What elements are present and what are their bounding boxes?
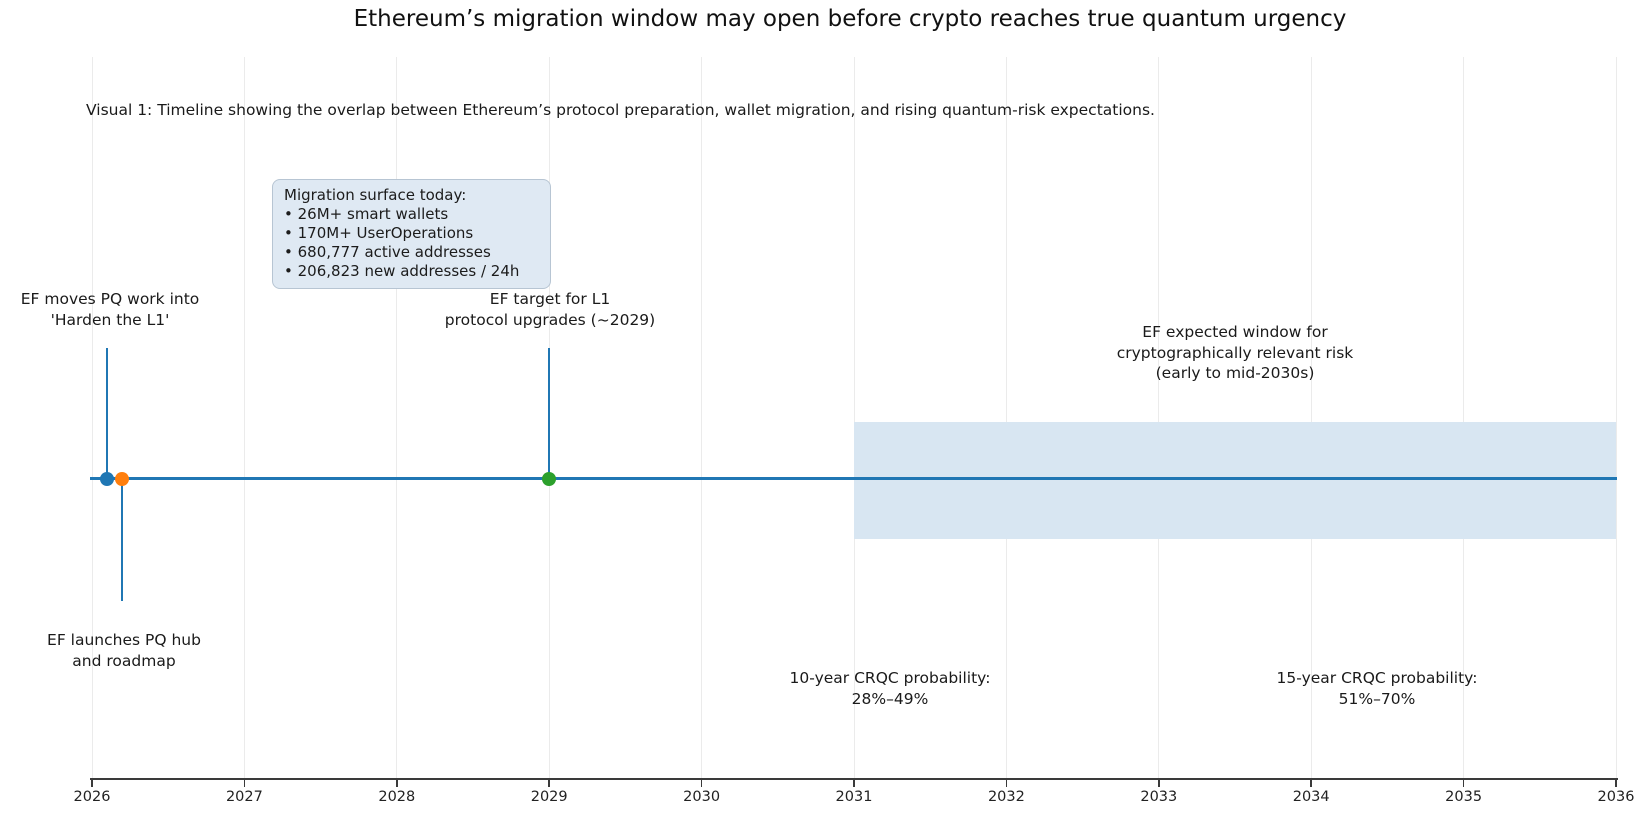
year-gridline: [1310, 57, 1312, 779]
x-tick-label: 2032: [987, 789, 1025, 805]
bullet-icon: •: [284, 262, 293, 280]
x-tick-label: 2030: [683, 789, 721, 805]
event-label-line: EF launches PQ hub: [47, 631, 201, 649]
crqc-10yr-label: 10-year CRQC probability: 28%–49%: [790, 668, 991, 709]
x-tick-label: 2026: [73, 789, 111, 805]
year-gridline: [1615, 57, 1617, 779]
year-gridline: [1158, 57, 1160, 779]
event-stem-harden-l1: [105, 348, 109, 478]
year-gridline: [396, 57, 398, 779]
infobox-item: • 26M+ smart wallets: [284, 205, 540, 224]
event-marker-l1-target: [542, 471, 556, 486]
x-axis-tick: [1005, 780, 1008, 787]
bullet-icon: •: [284, 224, 293, 242]
event-stem-l1-target: [547, 348, 551, 478]
x-axis-spine: [90, 778, 1618, 780]
year-gridline: [853, 57, 855, 779]
event-marker-pq-hub: [115, 471, 129, 486]
x-axis-tick: [548, 780, 550, 787]
event-label-pq-hub: EF launches PQ hub and roadmap: [47, 630, 201, 671]
crqc-label-line: 10-year CRQC probability:: [789, 669, 991, 687]
chart-subtitle: Visual 1: Timeline showing the overlap b…: [86, 101, 1155, 119]
infobox-item: • 680,777 active addresses: [284, 243, 540, 262]
infobox-title: Migration surface today:: [284, 186, 467, 204]
event-stem-pq-hub: [120, 479, 124, 601]
x-tick-label: 2034: [1292, 789, 1330, 805]
x-tick-label: 2028: [378, 789, 416, 805]
event-label-line: EF target for L1: [489, 290, 611, 308]
risk-window-label: EF expected window for cryptographically…: [1117, 322, 1354, 384]
event-label-line: 'Harden the L1': [50, 310, 170, 329]
event-label-harden-l1: EF moves PQ work into 'Harden the L1': [21, 289, 200, 330]
year-gridline: [91, 57, 93, 779]
bullet-icon: •: [284, 205, 293, 223]
x-axis-tick: [1462, 780, 1465, 787]
crqc-label-line: 51%–70%: [1338, 689, 1416, 708]
x-tick-label: 2036: [1597, 789, 1635, 805]
infobox-item: • 206,823 new addresses / 24h: [284, 262, 540, 281]
year-gridline: [243, 57, 245, 779]
bullet-icon: •: [284, 243, 293, 261]
x-axis-tick: [700, 780, 703, 787]
risk-window-band: [854, 422, 1616, 539]
x-tick-label: 2031: [835, 789, 873, 805]
infobox-item-text: 170M+ UserOperations: [297, 224, 474, 242]
x-tick-label: 2029: [530, 789, 568, 805]
x-tick-label: 2027: [225, 789, 263, 805]
crqc-label-line: 28%–49%: [851, 689, 929, 708]
event-label-line: EF moves PQ work into: [20, 290, 200, 308]
event-label-line: protocol upgrades (~2029): [444, 310, 656, 329]
infobox-item-text: 26M+ smart wallets: [297, 205, 449, 223]
year-gridline: [1005, 57, 1007, 779]
chart-title: Ethereum’s migration window may open bef…: [353, 6, 1347, 32]
x-axis-tick: [1310, 780, 1312, 787]
infobox-item: • 170M+ UserOperations: [284, 224, 540, 243]
x-axis-tick: [91, 780, 93, 787]
x-axis-tick: [1158, 780, 1160, 787]
x-tick-label: 2033: [1140, 789, 1178, 805]
crqc-label-line: 15-year CRQC probability:: [1276, 669, 1478, 687]
x-axis-tick: [243, 780, 246, 787]
risk-window-label-line: cryptographically relevant risk: [1116, 343, 1354, 362]
x-axis-tick: [853, 780, 855, 787]
risk-window-label-line: EF expected window for: [1142, 323, 1328, 341]
migration-surface-infobox: Migration surface today: • 26M+ smart wa…: [272, 179, 551, 289]
timeline-axis-line: [90, 477, 1617, 480]
event-label-l1-target: EF target for L1 protocol upgrades (~202…: [445, 289, 655, 330]
event-label-line: and roadmap: [72, 651, 176, 670]
crqc-15yr-label: 15-year CRQC probability: 51%–70%: [1277, 668, 1478, 709]
x-tick-label: 2035: [1445, 789, 1483, 805]
infobox-item-text: 206,823 new addresses / 24h: [297, 262, 520, 280]
event-marker-harden-l1: [100, 471, 114, 486]
year-gridline: [1463, 57, 1465, 779]
infobox-item-text: 680,777 active addresses: [297, 243, 491, 261]
risk-window-label-line: (early to mid-2030s): [1155, 364, 1315, 382]
year-gridline: [701, 57, 703, 779]
x-axis-tick: [396, 780, 398, 787]
x-axis-tick: [1615, 780, 1617, 787]
